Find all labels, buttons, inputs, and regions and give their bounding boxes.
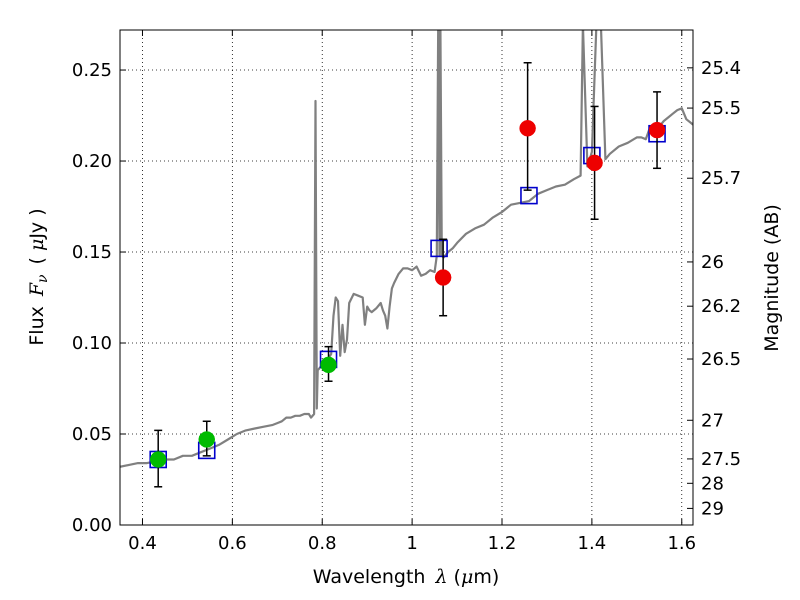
- x-tick-label: 1.6: [667, 533, 696, 554]
- y-tick-label: 0.05: [72, 424, 112, 445]
- grid-lines: [120, 30, 693, 525]
- magnitude-tick-label: 26.5: [701, 349, 741, 370]
- magnitude-tick-label: 26: [701, 252, 724, 273]
- observed-flux-point: [434, 269, 452, 286]
- x-tick-label: 1.2: [488, 533, 517, 554]
- model-photometry-marker: [430, 239, 448, 258]
- x-tick-label: 0.8: [308, 533, 337, 554]
- y-tick-label: 0.15: [72, 242, 112, 263]
- observed-flux-point: [586, 154, 603, 172]
- y-tick-label: 0.10: [72, 333, 112, 354]
- right-y-axis-title: Magnitude (AB): [761, 204, 783, 352]
- magnitude-tick-label: 25.4: [701, 58, 741, 79]
- magnitude-tick-label: 25.7: [701, 168, 741, 189]
- tick-labels: 0.4 0.6 0.8 1 1.2 1.4 1.6 0.00 0.05 0.10 0.15 0.20 0…: [72, 58, 741, 554]
- x-tick-label: 1: [406, 533, 417, 554]
- y-tick-label: 0.00: [72, 515, 112, 536]
- y-tick-label: 0.25: [72, 60, 112, 81]
- magnitude-tick-label: 27.5: [701, 449, 741, 470]
- model-spectrum-line: [120, 30, 693, 468]
- model-photometry-marker: [520, 186, 538, 205]
- observed-flux-point: [648, 121, 666, 139]
- plot-area: [120, 30, 693, 488]
- magnitude-tick-label: 28: [701, 473, 724, 494]
- magnitude-tick-label: 25.5: [701, 98, 741, 119]
- x-tick-label: 0.6: [218, 533, 247, 554]
- magnitude-tick-label: 29: [701, 498, 724, 519]
- observed-flux-point: [149, 451, 167, 468]
- y-tick-label: 0.20: [72, 151, 112, 172]
- x-tick-label: 1.4: [578, 533, 607, 554]
- axes-frame: [119, 29, 694, 526]
- magnitude-tick-label: 27: [701, 410, 724, 431]
- x-axis-title: Wavelength λ (μm): [313, 566, 499, 588]
- observed-flux-point: [320, 356, 337, 374]
- magnitude-tick-label: 26.2: [701, 296, 741, 317]
- observed-flux-point: [198, 431, 215, 448]
- y-axis-title: FluxFν(μJy ): [26, 208, 51, 345]
- observed-flux-point: [519, 120, 536, 137]
- x-tick-label: 0.4: [128, 533, 157, 554]
